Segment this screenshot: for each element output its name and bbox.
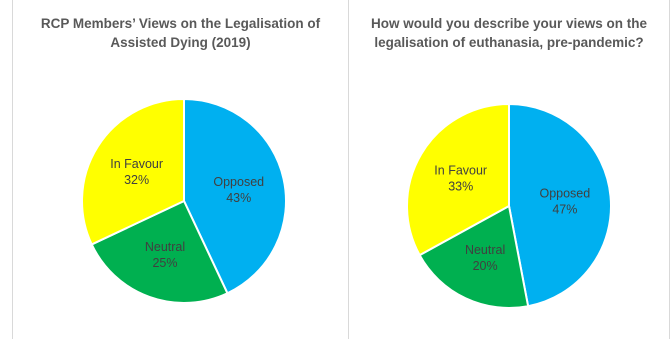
pie-slice-in-favour (81, 97, 185, 246)
slice-value-label: 33% (448, 179, 473, 193)
slice-category-label: Neutral (145, 240, 185, 254)
slice-category-label: Neutral (465, 243, 505, 257)
chart-panel-right: How would you describe your views on the… (349, 0, 670, 339)
pie-slice-neutral (418, 204, 530, 309)
pie-slice-opposed (508, 102, 612, 308)
chart-panel-left: RCP Members’ Views on the Legalisation o… (12, 0, 349, 339)
slice-category-label: In Favour (434, 163, 487, 177)
chart-title: RCP Members’ Views on the Legalisation o… (40, 16, 321, 50)
slice-value-label: 25% (152, 256, 177, 270)
pie-chart-right: Opposed 47% Neutral 20% In Favour 33% (406, 102, 612, 309)
pie-chart-left: Opposed 43% Neutral 25% In Favour 32% (81, 97, 287, 304)
slice-value-label: 47% (552, 203, 577, 217)
pie-slice-in-favour (406, 102, 510, 257)
slice-category-label: In Favour (110, 157, 163, 171)
chart-title: How would you describe your views on the… (370, 16, 648, 50)
pie-slice-neutral (90, 199, 229, 304)
slice-value-label: 43% (226, 191, 251, 205)
slice-value-label: 20% (473, 259, 498, 273)
slice-category-label: Opposed (213, 175, 264, 189)
pie-slice-opposed (183, 97, 287, 295)
slice-category-label: Opposed (539, 187, 590, 201)
slice-value-label: 32% (124, 173, 149, 187)
